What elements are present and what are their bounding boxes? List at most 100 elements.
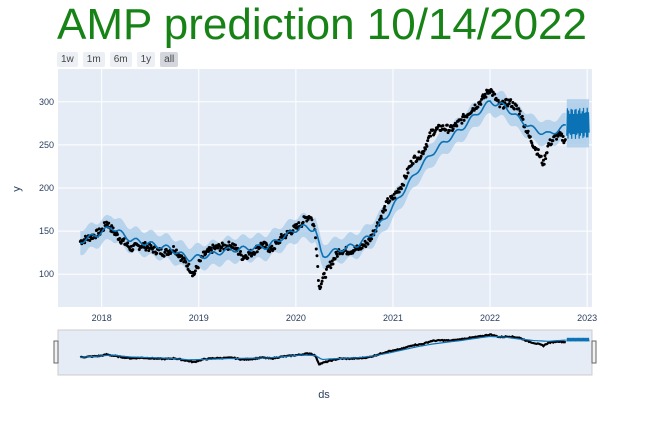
actual-point[interactable]: [428, 131, 432, 135]
actual-point[interactable]: [541, 158, 545, 162]
actual-point[interactable]: [315, 254, 319, 258]
actual-point[interactable]: [314, 236, 318, 240]
actual-point[interactable]: [265, 243, 269, 247]
actual-point[interactable]: [551, 139, 555, 143]
actual-point[interactable]: [295, 222, 299, 226]
actual-point[interactable]: [216, 246, 220, 250]
actual-point[interactable]: [544, 157, 548, 161]
actual-point[interactable]: [319, 285, 323, 289]
actual-point[interactable]: [213, 247, 217, 251]
actual-point[interactable]: [459, 118, 463, 122]
actual-point[interactable]: [563, 138, 567, 142]
actual-point[interactable]: [137, 248, 141, 252]
actual-point[interactable]: [530, 141, 534, 145]
actual-point[interactable]: [406, 171, 410, 175]
range-slider[interactable]: [53, 329, 597, 376]
actual-point[interactable]: [314, 247, 318, 251]
range-all-button[interactable]: all: [160, 52, 179, 67]
actual-point[interactable]: [217, 244, 221, 248]
actual-point[interactable]: [509, 98, 513, 102]
actual-point[interactable]: [399, 187, 403, 191]
actual-point[interactable]: [324, 275, 328, 279]
actual-point[interactable]: [526, 129, 530, 133]
actual-point[interactable]: [107, 221, 111, 225]
actual-point[interactable]: [429, 134, 433, 138]
actual-point[interactable]: [316, 264, 320, 268]
actual-point[interactable]: [97, 227, 101, 231]
actual-point[interactable]: [543, 154, 547, 158]
range-slider-right-handle[interactable]: [591, 340, 597, 364]
actual-point[interactable]: [536, 148, 540, 152]
actual-point[interactable]: [445, 123, 449, 127]
actual-point[interactable]: [383, 204, 387, 208]
actual-point[interactable]: [521, 117, 525, 121]
range-6m-button[interactable]: 6m: [109, 52, 132, 67]
actual-point[interactable]: [270, 244, 274, 248]
actual-point[interactable]: [198, 259, 202, 263]
actual-point[interactable]: [421, 152, 425, 156]
actual-point[interactable]: [367, 237, 371, 241]
actual-point[interactable]: [196, 266, 200, 270]
actual-point[interactable]: [517, 112, 521, 116]
actual-point[interactable]: [239, 250, 243, 254]
actual-point[interactable]: [322, 271, 326, 275]
actual-point[interactable]: [517, 107, 521, 111]
actual-point[interactable]: [539, 154, 543, 158]
actual-point[interactable]: [483, 92, 487, 96]
actual-point[interactable]: [126, 241, 130, 245]
actual-point[interactable]: [218, 249, 222, 253]
actual-point[interactable]: [455, 124, 459, 128]
actual-point[interactable]: [542, 162, 546, 166]
actual-point[interactable]: [560, 132, 564, 136]
actual-point[interactable]: [319, 282, 323, 286]
actual-point[interactable]: [312, 224, 316, 228]
actual-point[interactable]: [425, 144, 429, 148]
actual-point[interactable]: [476, 105, 480, 109]
actual-point[interactable]: [151, 250, 155, 254]
actual-point[interactable]: [419, 154, 423, 158]
actual-point[interactable]: [506, 104, 510, 108]
actual-point[interactable]: [335, 252, 339, 256]
actual-point[interactable]: [310, 218, 314, 222]
actual-point[interactable]: [246, 256, 250, 260]
actual-point[interactable]: [446, 131, 450, 135]
actual-point[interactable]: [172, 245, 176, 249]
actual-point[interactable]: [390, 194, 394, 198]
actual-point[interactable]: [370, 237, 374, 241]
range-1m-button[interactable]: 1m: [82, 52, 105, 67]
actual-point[interactable]: [122, 237, 126, 241]
actual-point[interactable]: [143, 240, 147, 244]
actual-point[interactable]: [163, 250, 167, 254]
actual-point[interactable]: [147, 249, 151, 253]
main-plot-area[interactable]: [58, 69, 592, 307]
actual-point[interactable]: [473, 103, 477, 107]
actual-point[interactable]: [460, 121, 464, 125]
actual-point[interactable]: [209, 246, 213, 250]
actual-point[interactable]: [193, 269, 197, 273]
actual-point[interactable]: [297, 221, 301, 225]
actual-point[interactable]: [484, 95, 488, 99]
actual-point[interactable]: [162, 254, 166, 258]
actual-point[interactable]: [479, 102, 483, 106]
actual-point[interactable]: [233, 243, 237, 247]
actual-point[interactable]: [255, 250, 259, 254]
actual-point[interactable]: [515, 104, 519, 108]
actual-point[interactable]: [393, 196, 397, 200]
actual-point[interactable]: [462, 118, 466, 122]
actual-point[interactable]: [144, 248, 148, 252]
actual-point[interactable]: [335, 254, 339, 258]
actual-point[interactable]: [512, 107, 516, 111]
actual-point[interactable]: [331, 262, 335, 266]
actual-point[interactable]: [461, 112, 465, 116]
actual-point[interactable]: [381, 210, 385, 214]
actual-point[interactable]: [115, 233, 119, 237]
actual-point[interactable]: [155, 251, 159, 255]
actual-point[interactable]: [324, 267, 328, 271]
actual-point[interactable]: [496, 98, 500, 102]
actual-point[interactable]: [423, 147, 427, 151]
actual-point[interactable]: [386, 197, 390, 201]
actual-point[interactable]: [411, 162, 415, 166]
actual-point[interactable]: [555, 137, 559, 141]
actual-point[interactable]: [507, 102, 511, 106]
actual-point[interactable]: [360, 246, 364, 250]
